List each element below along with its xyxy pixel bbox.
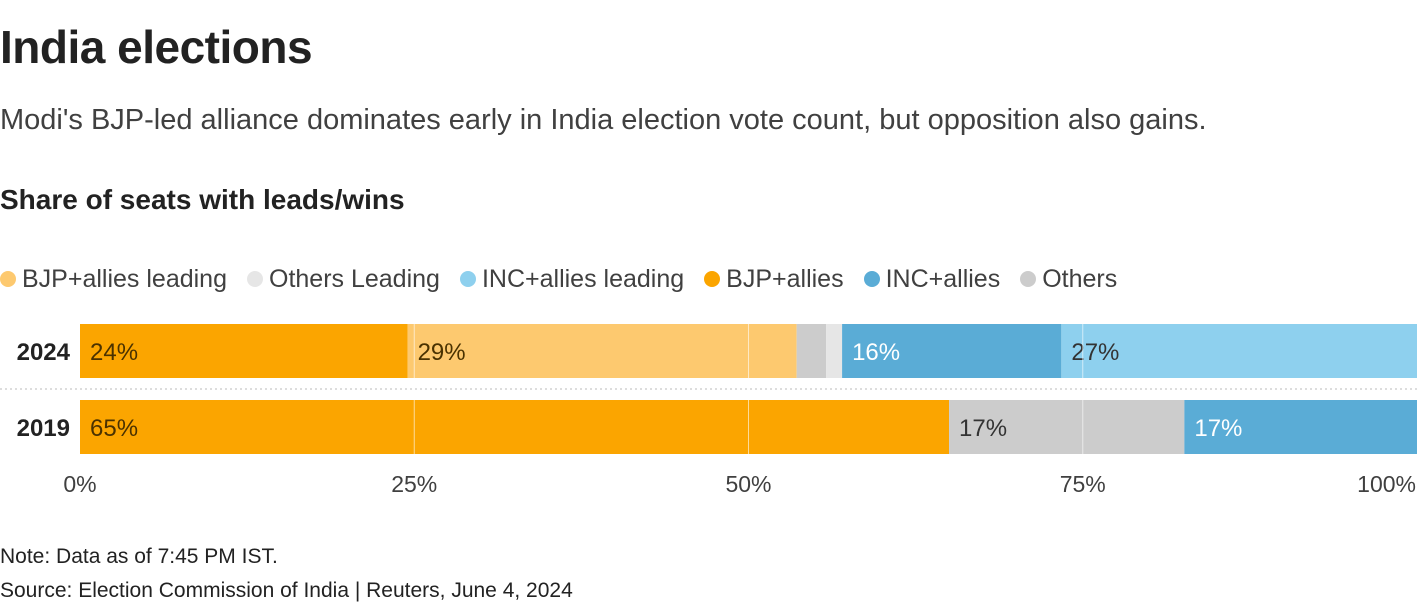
x-tick-label: 100% — [1357, 471, 1416, 497]
page-subtitle: Modi's BJP-led alliance dominates early … — [0, 104, 1207, 136]
legend-label: INC+allies — [885, 264, 1001, 293]
page-title: India elections — [0, 21, 313, 73]
legend-swatch — [863, 271, 880, 287]
bar-segment — [80, 400, 950, 454]
legend-item: BJP+allies leading — [0, 265, 227, 294]
x-tick-label: 0% — [63, 471, 96, 497]
legend-item: Others — [1020, 265, 1117, 294]
bar-segment — [407, 324, 797, 378]
legend-item: Others Leading — [247, 265, 440, 294]
bar-segment — [949, 400, 1185, 454]
chart-legend: BJP+allies leading Others Leading INC+alli… — [0, 262, 1137, 296]
legend-label: BJP+allies leading — [22, 264, 227, 293]
bar-segment — [842, 324, 1062, 378]
legend-swatch — [704, 271, 721, 287]
note-text: Note: Data as of 7:45 PM IST. — [0, 545, 278, 568]
bar-segment — [1061, 324, 1417, 378]
x-tick-label: 75% — [1060, 471, 1106, 497]
legend-label: INC+allies leading — [481, 264, 685, 293]
data-label: 27% — [1071, 339, 1119, 366]
legend-swatch — [0, 271, 16, 287]
x-tick-label: 25% — [391, 471, 437, 497]
bar-segment — [1184, 400, 1417, 454]
bar-segment — [826, 324, 843, 378]
legend-label: Others Leading — [269, 264, 440, 293]
chart-title: Share of seats with leads/wins — [0, 184, 405, 215]
category-label: 2019 — [17, 415, 70, 442]
data-label: 17% — [959, 415, 1007, 442]
legend-item: BJP+allies — [704, 264, 844, 294]
bar-segment — [796, 324, 827, 378]
bar-segment — [80, 324, 408, 378]
legend-swatch — [459, 271, 476, 287]
stacked-bar-chart: 2024 24% 29% 16% 27% 2019 65% 17% 17% 0% 25% 50% 75%… — [0, 324, 1420, 497]
legend-item: INC+allies — [863, 264, 1001, 294]
legend-item: INC+allies leading — [459, 264, 685, 294]
legend-label: BJP+allies — [726, 264, 844, 293]
data-label: 17% — [1194, 415, 1242, 442]
data-label: 29% — [418, 339, 466, 366]
footnotes: Note: Data as of 7:45 PM IST. Source: El… — [0, 540, 573, 608]
x-tick-label: 50% — [725, 471, 771, 497]
category-label: 2024 — [17, 339, 71, 366]
source-text: Source: Election Commission of India | R… — [0, 579, 573, 602]
legend-label: Others — [1042, 264, 1118, 293]
data-label: 16% — [852, 339, 900, 366]
data-label: 24% — [90, 339, 138, 366]
legend-swatch — [1020, 271, 1037, 287]
legend-swatch — [247, 271, 263, 287]
data-label: 65% — [90, 415, 138, 442]
